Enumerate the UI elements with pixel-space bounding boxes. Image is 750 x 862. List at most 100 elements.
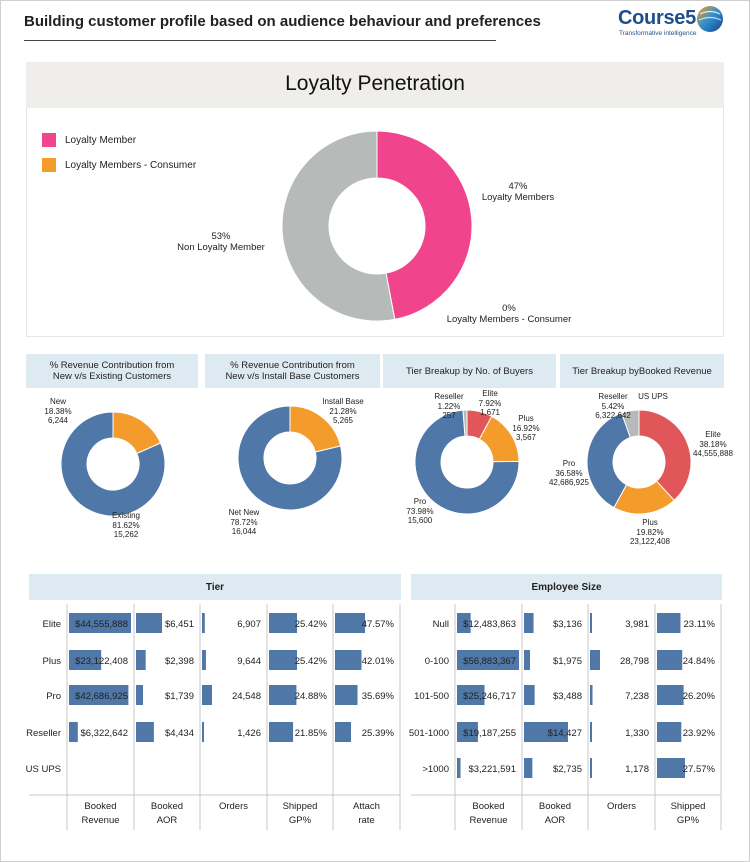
cell-value: 24.88% <box>295 691 328 702</box>
slice-existing <box>60 411 166 517</box>
value-bar <box>269 685 297 705</box>
tier-buyers-donut <box>414 409 520 515</box>
value-bar <box>136 722 154 742</box>
reseller-buyers-label: Reseller 1.22% 257 <box>434 392 464 420</box>
value-bar <box>457 722 478 742</box>
value-bar <box>657 613 681 633</box>
cell-value: 42.01% <box>362 656 395 667</box>
value-bar <box>202 722 204 742</box>
tier-revenue-donut <box>586 409 692 515</box>
value-bar <box>657 722 682 742</box>
row-label: Plus <box>43 656 62 667</box>
slice-elite <box>638 409 692 502</box>
cell-value: 23.11% <box>683 619 715 630</box>
column-header: Shipped <box>671 801 706 812</box>
column-header: Booked <box>472 801 504 812</box>
us-ups-label: US UPS <box>638 392 668 401</box>
cell-value: 9,644 <box>237 656 261 667</box>
cell-value: $14,427 <box>548 728 582 739</box>
value-bar <box>69 650 102 670</box>
value-bar <box>202 650 206 670</box>
value-bar <box>136 650 146 670</box>
row-label: Elite <box>43 619 61 630</box>
legend-swatch <box>42 158 56 172</box>
cell-value: $12,483,863 <box>463 619 516 630</box>
pro-revenue-label: Pro 36.58% 42,686,925 <box>548 459 590 487</box>
value-bar <box>69 722 78 742</box>
cell-value: 26.20% <box>683 691 716 702</box>
value-bar <box>657 685 684 705</box>
value-bar <box>335 650 362 670</box>
cell-value: $3,488 <box>553 691 582 702</box>
cell-value: 21.85% <box>295 728 328 739</box>
cell-value: $23,122,408 <box>75 656 128 667</box>
loyalty-donut <box>281 130 473 322</box>
new-existing-donut <box>60 411 166 517</box>
cell-value: 3,981 <box>625 619 649 630</box>
globe-icon <box>697 6 723 32</box>
slice-reseller <box>462 409 468 437</box>
row-label: Null <box>433 619 449 630</box>
cell-value: 24,548 <box>232 691 261 702</box>
loyalty-title: Loyalty Penetration <box>285 72 465 95</box>
net-new-label: Net New 78.72% 16,044 <box>228 508 260 536</box>
column-header: AOR <box>157 815 178 826</box>
value-bar <box>202 685 212 705</box>
column-header: Orders <box>219 801 248 812</box>
reseller-revenue-label: Reseller 5.42% 6,322,642 <box>595 392 631 420</box>
employee-table-header: Employee Size <box>411 574 722 600</box>
header-tier-buyers: Tier Breakup by No. of Buyers <box>383 354 556 388</box>
logo-name: Course5 <box>618 7 696 29</box>
logo-tagline: Transformative intelligence <box>619 30 697 37</box>
new-install-donut <box>237 405 343 511</box>
legend-swatch <box>42 133 56 147</box>
value-bar <box>524 758 533 778</box>
value-bar <box>524 685 535 705</box>
loyalty-consumer-label: 0% Loyalty Members - Consumer <box>446 303 572 325</box>
value-bar <box>136 685 144 705</box>
value-bar <box>657 650 683 670</box>
cell-value: $1,739 <box>165 691 194 702</box>
header-new-install: % Revenue Contribution from New v/s Insta… <box>205 354 380 388</box>
tier-table: Elite $44,555,888 $6,451 6,907 25.42% 47.57% P… <box>26 604 401 830</box>
value-bar <box>202 613 205 633</box>
legend-label: Loyalty Members - Consumer <box>65 159 197 171</box>
cell-value: 24.84% <box>683 656 716 667</box>
cell-value: 47.57% <box>362 619 395 630</box>
non-loyalty-label: 53% Non Loyalty Member <box>177 231 265 253</box>
column-header: GP% <box>677 815 700 826</box>
value-bar <box>69 685 129 705</box>
loyalty-panel-header <box>26 62 724 108</box>
row-label: 101-500 <box>414 691 449 702</box>
row-label: >1000 <box>422 764 449 775</box>
slice-loyalty-members <box>376 130 473 320</box>
cell-value: 25.42% <box>295 656 328 667</box>
cell-value: $2,398 <box>165 656 194 667</box>
row-label: Pro <box>46 691 61 702</box>
existing-label: Existing 81.62% 15,262 <box>111 511 140 539</box>
cell-value: $19,187,255 <box>463 728 516 739</box>
slice-pro <box>414 409 520 515</box>
value-bar <box>335 613 365 633</box>
cell-value: $2,735 <box>553 764 582 775</box>
column-header: rate <box>358 815 374 826</box>
tier-table-header: Tier <box>29 574 401 600</box>
value-bar <box>269 613 297 633</box>
company-logo: Course5 Transformative intelligence <box>618 5 730 39</box>
title-underline <box>24 40 496 41</box>
cell-value: 1,178 <box>625 764 649 775</box>
row-label: 0-100 <box>425 656 449 667</box>
cell-value: $6,322,642 <box>80 728 128 739</box>
slice-pro <box>586 412 631 509</box>
legend-item-loyalty-member: Loyalty Member <box>42 132 136 148</box>
cell-value: 27.57% <box>683 764 716 775</box>
column-header: Revenue <box>469 815 507 826</box>
value-bar <box>457 685 485 705</box>
cell-value: 25.39% <box>362 728 395 739</box>
column-header: Shipped <box>283 801 318 812</box>
value-bar <box>457 758 461 778</box>
install-base-label: Install Base 21.28% 5,265 <box>322 397 364 425</box>
value-bar <box>136 613 162 633</box>
